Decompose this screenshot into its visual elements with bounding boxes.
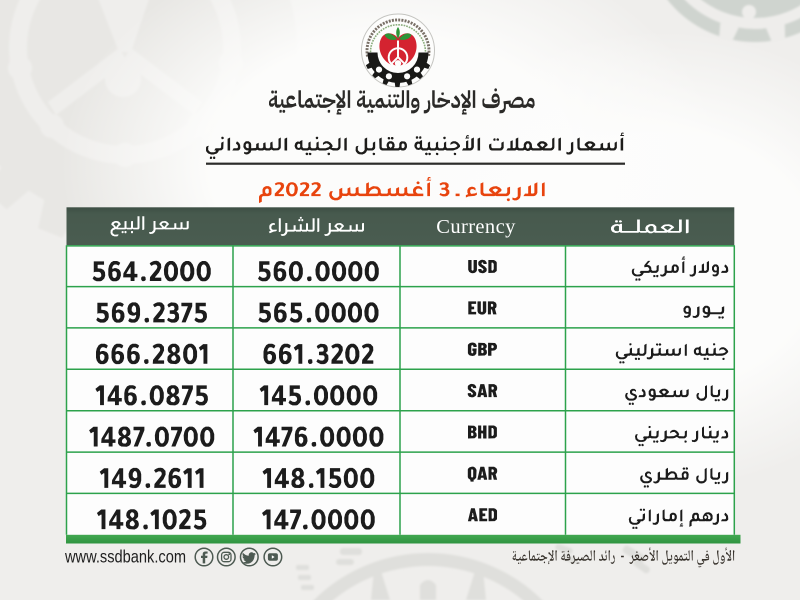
svg-text:Currency: Currency: [436, 216, 516, 238]
svg-text:www.ssdbank.com: www.ssdbank.com: [64, 547, 186, 567]
